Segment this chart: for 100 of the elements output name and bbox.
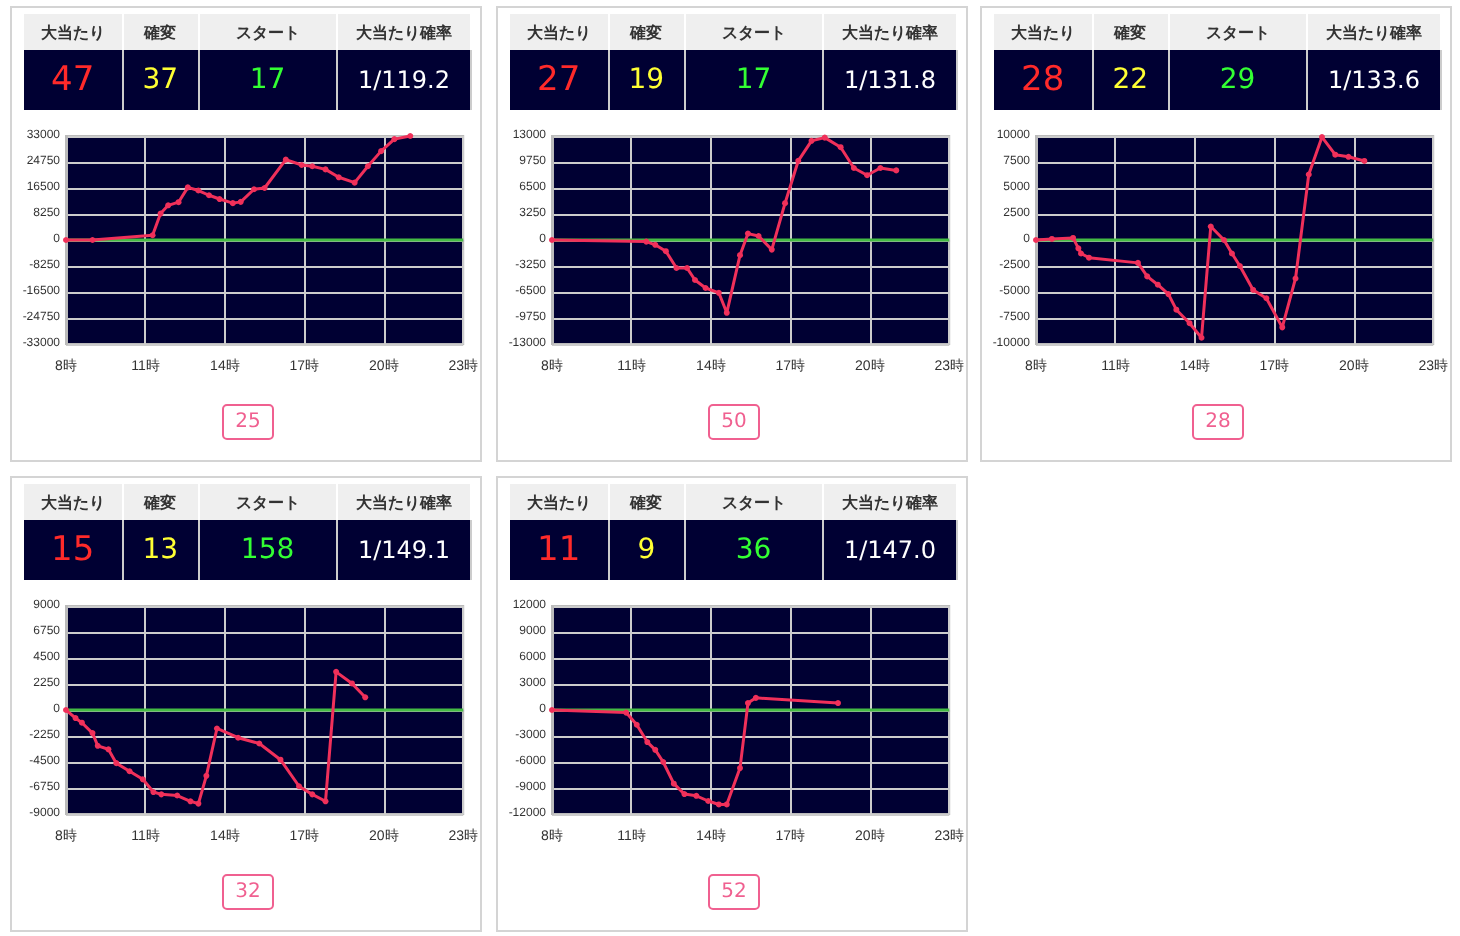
point [378,148,385,155]
text: 29 [1219,64,1256,96]
point [837,144,844,151]
line-series [63,668,369,807]
point [643,238,650,245]
point [261,185,268,191]
point [633,721,640,728]
point [175,199,182,206]
point [72,715,79,722]
point [808,137,815,144]
text: 36 [735,534,772,566]
point [1207,223,1214,230]
point [126,768,133,775]
point [282,156,289,163]
point [1186,320,1193,327]
category-label: 大当たり [994,14,1093,50]
point [150,789,157,796]
point [752,694,759,701]
point [206,192,212,199]
text: 28 [1021,60,1065,100]
text: 47 [51,60,95,100]
point [195,187,202,194]
point [652,746,659,753]
point [364,163,371,170]
point [139,776,146,783]
point [1165,291,1172,298]
line-series [63,133,414,243]
point [335,174,342,181]
point [89,237,96,243]
point [1198,334,1205,341]
point [795,157,802,164]
text: 1/149.1 [357,536,450,564]
point [670,780,677,787]
point [864,172,871,179]
point [821,134,828,141]
text: 22 [1112,64,1149,96]
category-label: スタート [684,14,823,50]
text: 9 [637,534,656,566]
point [229,200,236,207]
point [94,742,101,749]
text: 1/131.8 [843,66,936,94]
category-label: スタート [684,484,823,520]
text: 17 [249,64,286,96]
point [309,163,316,170]
point [1332,151,1339,158]
category-label: スタート [198,484,337,520]
text: 19 [628,64,665,96]
point [715,801,722,808]
point [652,241,659,248]
point [251,186,258,193]
text: 25 [235,411,261,433]
point [256,740,263,747]
category-label: 確変 [1092,14,1169,50]
text: 1/119.2 [357,66,450,94]
point [623,709,630,716]
point [203,772,210,779]
category-label: スタート [1168,14,1307,50]
category-label: 大当たり確率 [336,14,471,50]
point [1228,250,1235,257]
text: 27 [537,60,581,100]
point [407,133,414,139]
category-label: 大当たり [510,484,609,520]
category-label: 大当たり確率 [336,484,471,520]
point [322,166,329,173]
category-label: 確変 [122,484,199,520]
point [237,198,244,205]
point [1236,263,1243,269]
point [723,309,730,316]
point [322,798,329,805]
point [174,792,181,799]
category-label: 確変 [122,14,199,50]
point [782,200,789,207]
point [309,791,316,798]
point [298,162,305,168]
point [187,798,194,805]
point [768,246,775,253]
text: 1/133.6 [1327,66,1420,94]
point [349,680,355,687]
text: 28 [1205,411,1231,433]
point [1134,259,1141,266]
text: 52 [721,881,747,903]
category-label: 大当たり確率 [822,14,957,50]
line-series [549,694,841,808]
point [644,739,651,746]
point [351,179,358,186]
text: 1/147.0 [843,536,936,564]
text: 13 [142,534,179,566]
category-label: 確変 [608,14,685,50]
category-label: 大当たり [24,484,123,520]
point [1250,286,1257,293]
point [850,165,857,171]
text: 158 [240,534,295,566]
line-series [549,134,900,316]
point [296,783,303,790]
point [1078,250,1085,257]
point [1075,245,1082,252]
point [1279,324,1286,331]
point [715,289,722,296]
point [693,792,700,799]
point [755,233,762,239]
